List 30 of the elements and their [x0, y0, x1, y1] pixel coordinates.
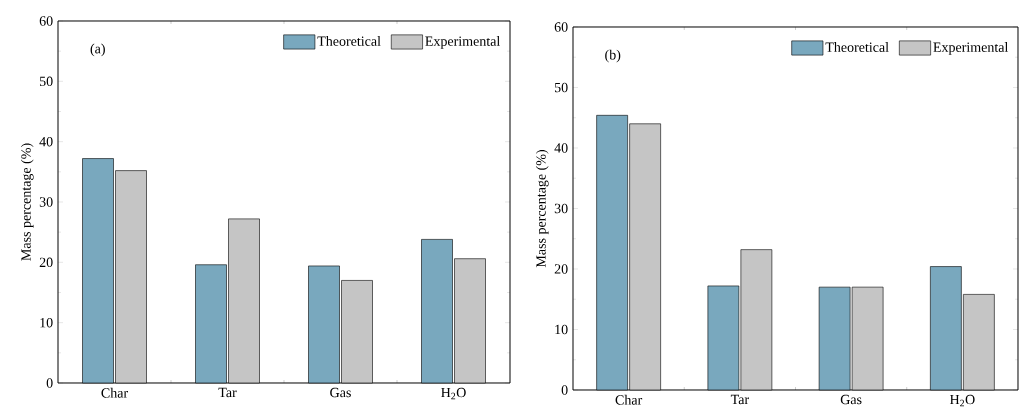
y-tick-label: 10: [40, 317, 53, 328]
annotation: (a): [90, 43, 105, 57]
annotation: (b): [605, 49, 621, 63]
y-tick-label: 20: [39, 257, 53, 268]
legend-label: Theoretical: [317, 36, 381, 46]
legend-label: Theoretical: [825, 42, 889, 52]
y-tick-label: 0: [561, 385, 568, 395]
y-tick-label: 50: [39, 76, 53, 87]
legend-label: Experimental: [933, 42, 1009, 55]
legend-label: Experimental: [425, 36, 501, 49]
y-axis-title: Mass percentage (%): [20, 143, 34, 261]
y-tick-label: 30: [39, 197, 53, 207]
x-tick-label: Char: [101, 387, 129, 398]
x-tick-label: Tar: [730, 394, 749, 405]
y-tick-label: 40: [554, 143, 568, 153]
y-tick-label: 30: [554, 203, 568, 214]
y-tick-label: 0: [46, 378, 53, 388]
x-tick-label: Tar: [218, 387, 237, 398]
x-tick-label: Gas: [840, 394, 862, 405]
y-axis-title: Mass percentage (%): [535, 150, 549, 268]
x-tick-label: Gas: [330, 387, 351, 398]
y-tick-label: 10: [555, 324, 568, 335]
y-tick-label: 50: [554, 82, 568, 93]
y-tick-label: 40: [39, 136, 53, 147]
y-tick-label: 60: [39, 16, 53, 26]
x-tick-label: H$_{2}$O: [949, 394, 975, 407]
x-tick-label: Char: [615, 394, 643, 405]
y-tick-label: 60: [554, 22, 568, 32]
x-tick-label: H$_{2}$O: [441, 387, 466, 400]
y-tick-label: 20: [554, 264, 568, 274]
